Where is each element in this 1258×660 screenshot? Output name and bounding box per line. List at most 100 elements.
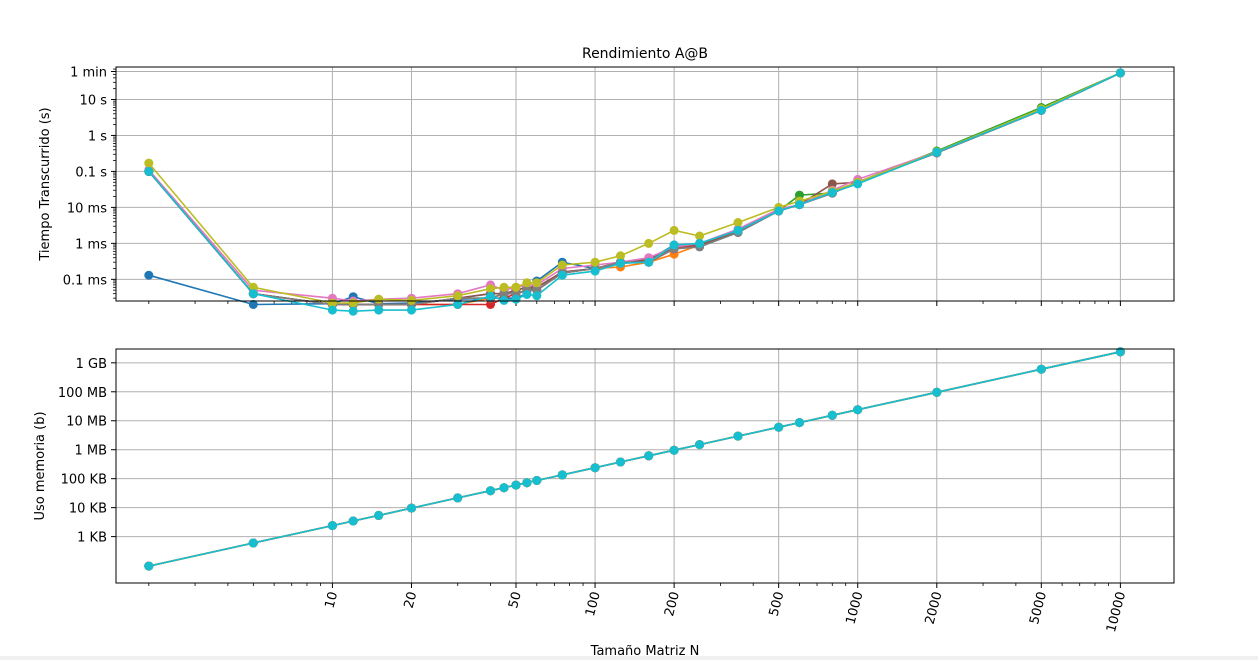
data-point-s10 <box>557 470 567 480</box>
series-line-6 <box>148 72 1121 306</box>
data-point-s10 <box>144 561 154 571</box>
data-point-s10 <box>144 166 154 176</box>
data-point-s10 <box>453 300 463 309</box>
series-line-3 <box>148 72 1121 306</box>
data-point-s10 <box>348 306 358 316</box>
y-tick-label: 1 MB <box>74 444 107 459</box>
data-point-s9 <box>511 282 521 292</box>
data-point-s9 <box>733 218 743 227</box>
data-point-s10 <box>1115 347 1125 357</box>
data-point-s9 <box>616 251 625 261</box>
y-tick-label: 1 KB <box>77 531 107 546</box>
data-point-s10 <box>590 266 600 276</box>
data-point-s9 <box>348 298 358 308</box>
data-point-s9 <box>374 294 384 304</box>
data-point-s10 <box>590 463 600 473</box>
data-point-s10 <box>511 294 521 304</box>
data-point-s10 <box>407 503 416 513</box>
series-line-8 <box>148 72 1121 306</box>
data-point-s9 <box>644 238 654 248</box>
y-tick-label: 1 GB <box>76 357 107 372</box>
y-ticks-time: 0.1 ms 1 ms 10 ms 0.1 s 1 s 10 s 1 min <box>63 65 116 299</box>
data-point-s10 <box>644 451 654 461</box>
data-point-s9 <box>144 158 154 168</box>
data-point-s10 <box>932 387 942 397</box>
series-line-1 <box>148 72 1121 306</box>
data-point-s10 <box>407 305 416 315</box>
data-point-s10 <box>827 410 837 420</box>
data-point-s10 <box>348 516 358 526</box>
data-point-s10 <box>486 291 495 301</box>
data-point-s10 <box>486 486 495 496</box>
x-tick-label: 10 <box>322 590 341 610</box>
data-point-s10 <box>1036 364 1046 374</box>
data-point-s9 <box>407 295 416 305</box>
data-point-s9 <box>590 257 600 267</box>
series-time <box>144 68 1125 316</box>
data-point-s10 <box>616 457 625 467</box>
x-tick-label: 5000 <box>1027 590 1050 626</box>
data-point-s10 <box>453 493 463 503</box>
data-point-s10 <box>669 240 679 250</box>
data-point-s10 <box>733 431 743 441</box>
data-point-s10 <box>499 295 509 305</box>
y-tick-label: 100 KB <box>61 473 107 488</box>
data-point-s10 <box>248 289 258 299</box>
memory-chart: Uso memoria (b) 1 KB 10 KB 100 KB 1 MB 10 MB… <box>33 347 1175 659</box>
data-point-s10 <box>522 290 532 299</box>
data-point-s10 <box>669 445 679 455</box>
x-ticks-memory: 10 20 50 100 200 500 1000 2000 5000 10000 <box>148 583 1129 634</box>
data-point-s9 <box>695 231 705 241</box>
time-chart: Rendimiento A@B Tiempo Transcurrido (s) … <box>38 46 1175 316</box>
x-tick-label: 500 <box>767 590 788 618</box>
data-point-s10 <box>374 305 384 315</box>
data-point-s9 <box>532 278 542 288</box>
data-point-s1 <box>248 300 258 309</box>
data-point-s9 <box>522 278 532 288</box>
plot-frame-memory <box>115 348 1175 584</box>
y-tick-label: 10 s <box>80 93 108 108</box>
series-line-10 <box>148 351 1121 567</box>
data-point-s10 <box>644 257 654 267</box>
chart-title: Rendimiento A@B <box>582 46 708 62</box>
x-tick-label: 100 <box>583 590 604 618</box>
data-point-s8 <box>499 289 509 299</box>
y-axis-label-memory: Uso memoria (b) <box>33 411 48 520</box>
data-point-s10 <box>511 480 521 490</box>
data-point-s10 <box>532 291 542 301</box>
data-point-s10 <box>557 270 567 280</box>
data-point-s10 <box>695 238 705 248</box>
status-strip <box>0 656 1258 660</box>
data-point-s10 <box>327 305 337 315</box>
y-tick-label: 0.1 s <box>75 165 107 180</box>
data-point-s10 <box>932 147 942 157</box>
data-point-s9 <box>557 260 567 270</box>
x-tick-label: 20 <box>402 590 421 610</box>
data-point-s10 <box>827 188 837 197</box>
y-ticks-memory: 1 KB 10 KB 100 KB 1 MB 10 MB 100 MB 1 GB <box>58 357 116 546</box>
data-point-s10 <box>795 200 804 210</box>
y-tick-label: 10 MB <box>66 415 107 430</box>
data-point-s10 <box>616 258 625 268</box>
data-point-s9 <box>248 282 258 292</box>
data-point-s10 <box>774 206 784 216</box>
series-memory <box>144 347 1125 571</box>
data-point-s4 <box>486 300 495 309</box>
y-axis-label-time: Tiempo Transcurrido (s) <box>38 107 53 261</box>
grid-memory <box>116 349 1174 583</box>
data-point-s9 <box>669 225 679 235</box>
data-point-s10 <box>1036 105 1046 115</box>
x-tick-label: 2000 <box>923 590 946 626</box>
data-point-s10 <box>327 521 337 531</box>
data-point-s10 <box>853 179 863 189</box>
data-point-s10 <box>795 418 804 428</box>
y-tick-label: 10 KB <box>69 502 107 517</box>
x-tick-label: 200 <box>662 590 683 618</box>
y-tick-label: 100 MB <box>58 386 107 401</box>
data-point-s10 <box>853 405 863 415</box>
series-line-2 <box>148 72 1121 306</box>
grid-time <box>116 67 1174 301</box>
data-point-s9 <box>499 282 509 292</box>
plot-frame-time <box>115 66 1175 302</box>
